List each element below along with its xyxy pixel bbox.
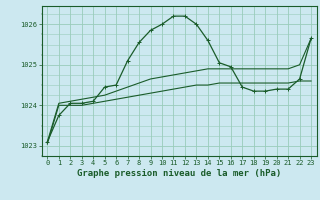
X-axis label: Graphe pression niveau de la mer (hPa): Graphe pression niveau de la mer (hPa): [77, 169, 281, 178]
